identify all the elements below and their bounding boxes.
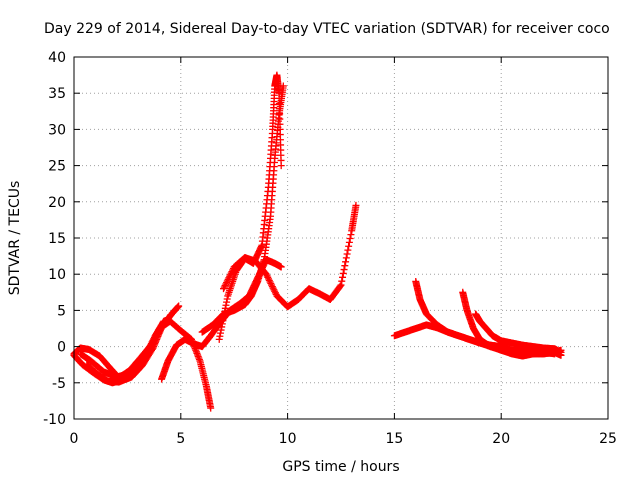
y-tick-label: 0	[57, 340, 66, 356]
data-point	[222, 280, 230, 288]
data-point	[277, 162, 285, 170]
data-point	[270, 286, 278, 294]
data-point	[228, 268, 236, 276]
data-point	[338, 277, 346, 285]
data-point	[340, 266, 348, 274]
x-tick-label: 5	[176, 431, 185, 447]
grid-lines	[74, 57, 608, 419]
data-point	[220, 285, 228, 293]
y-tick-label: 15	[48, 231, 66, 247]
data-point	[265, 276, 273, 284]
data-point	[336, 282, 344, 290]
data-point	[347, 231, 355, 239]
data-point	[265, 275, 273, 283]
data-point	[149, 337, 157, 345]
data-point	[342, 254, 350, 262]
data-point	[352, 201, 360, 209]
data-point	[152, 332, 160, 340]
data-point	[226, 272, 234, 280]
y-tick-label: -5	[52, 376, 66, 392]
data-point	[152, 331, 160, 339]
data-point	[339, 273, 347, 281]
data-point	[346, 235, 354, 243]
data-point	[263, 272, 271, 280]
data-point	[339, 269, 347, 277]
data-point	[269, 284, 277, 292]
data-point	[223, 277, 231, 285]
data-point	[337, 281, 345, 289]
series-arc6	[198, 82, 287, 336]
y-tick-label: 5	[57, 303, 66, 319]
series-arc7	[215, 71, 285, 343]
data-point	[226, 271, 234, 279]
x-tick-label: 25	[599, 431, 617, 447]
data-point	[149, 338, 157, 346]
y-axis-label: SDTVAR / TECUs	[7, 181, 23, 296]
y-tick-label: 25	[48, 159, 66, 175]
data-point	[341, 262, 349, 270]
data-point	[271, 289, 279, 297]
series-arc8	[220, 201, 360, 311]
data-point	[227, 269, 235, 277]
data-point	[266, 278, 274, 286]
x-tick-label: 10	[279, 431, 297, 447]
data-point	[175, 302, 183, 310]
data-point	[268, 283, 276, 291]
data-point	[224, 275, 232, 283]
data-point	[151, 334, 159, 342]
x-tick-label: 0	[70, 431, 79, 447]
y-tick-labels: -10 -5 0 5 10 15 20 25 30 35 40	[43, 50, 66, 428]
data-point	[344, 246, 352, 254]
data-point	[267, 280, 275, 288]
data-point	[262, 270, 270, 278]
y-tick-label: -10	[43, 412, 66, 428]
data-point	[221, 282, 229, 290]
data-point	[271, 287, 279, 295]
series-arc10	[412, 277, 559, 360]
y-tick-label: 30	[48, 122, 66, 138]
x-tick-label: 20	[492, 431, 510, 447]
data-point	[343, 250, 351, 258]
data-point	[146, 345, 154, 353]
x-tick-label: 15	[385, 431, 403, 447]
y-tick-label: 20	[48, 195, 66, 211]
data-point	[207, 404, 215, 412]
data-points	[70, 71, 565, 412]
data-point	[342, 258, 350, 266]
y-tick-label: 35	[48, 86, 66, 102]
data-point	[223, 278, 231, 286]
data-point	[153, 329, 161, 337]
data-point	[268, 281, 276, 289]
y-tick-label: 10	[48, 267, 66, 283]
x-axis-label: GPS time / hours	[282, 459, 399, 475]
data-point	[225, 274, 233, 282]
data-point	[229, 266, 237, 274]
data-point	[148, 340, 156, 348]
data-point	[264, 273, 272, 281]
data-point	[147, 342, 155, 350]
x-tick-labels: 0 5 10 15 20 25	[70, 431, 617, 447]
y-tick-label: 40	[48, 50, 66, 66]
data-point	[145, 346, 153, 354]
series-arc4	[76, 317, 215, 412]
data-point	[277, 263, 285, 271]
data-point	[220, 283, 228, 291]
data-point	[154, 328, 162, 336]
axis-ticks	[73, 56, 609, 420]
data-point	[345, 242, 353, 250]
data-point	[345, 238, 353, 246]
data-point	[146, 343, 154, 351]
data-point	[557, 348, 565, 356]
data-point	[150, 335, 158, 343]
series-arc12	[472, 310, 565, 356]
chart-title: Day 229 of 2014, Sidereal Day-to-day VTE…	[44, 21, 610, 37]
